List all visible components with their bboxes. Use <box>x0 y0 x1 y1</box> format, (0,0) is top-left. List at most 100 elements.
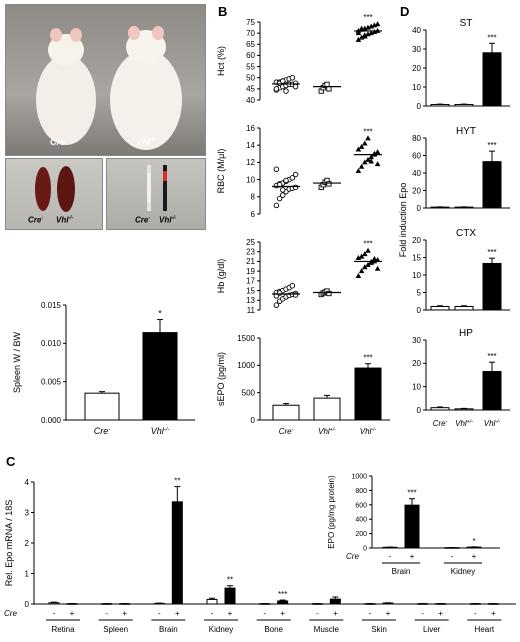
b3-xtick-label-1: Vhl+/- <box>318 427 336 436</box>
b1-point-0-0 <box>273 202 280 209</box>
b1-point-2-13 <box>374 161 381 167</box>
b0-ylabel: Hct (%) <box>216 46 226 76</box>
b2-point-1-4 <box>326 290 332 297</box>
c-xtick-label-3: Kidney <box>209 625 233 634</box>
ci-sign-1-1: + <box>472 552 477 561</box>
d3-ytick-label-1: 10 <box>412 382 421 391</box>
ci-ytick-label-4: 800 <box>355 488 367 495</box>
b1-ytick-label-5: 16 <box>246 124 255 133</box>
d3-title: HP <box>459 328 473 339</box>
c-sign-8-0: - <box>474 609 477 618</box>
blood-parameters-chart: 40 45 50 55 60 65 70 75 Hct (%) *** 6 8 10 12 14 16 RBC … <box>216 13 390 436</box>
b0-point-0-17 <box>283 88 289 94</box>
c-xtick-label-1: Spleen <box>103 625 128 634</box>
b0-ytick-label-5: 65 <box>246 40 255 49</box>
b0-ytick-label-7: 75 <box>246 18 255 27</box>
a-ytick-label-0: 0.000 <box>41 416 62 425</box>
a-bar-0 <box>84 392 120 421</box>
b1-point-0-12 <box>289 175 296 181</box>
d2-ytick-label-3: 15 <box>412 253 421 262</box>
b0-ytick-label-4: 60 <box>246 51 255 60</box>
mice-illustration <box>36 26 182 150</box>
b2-ytick-label-1: 13 <box>246 296 255 305</box>
d2-ytick-label-2: 10 <box>412 271 421 280</box>
bone-illustration <box>147 165 167 211</box>
d0-ytick-label-3: 30 <box>412 45 421 54</box>
b2-point-0-15 <box>276 290 283 296</box>
b1-point-2-7 <box>355 146 362 152</box>
c-ytick-label-1: 1 <box>25 569 30 578</box>
d-xtick-label-2: Vhl-/- <box>484 419 501 428</box>
d1-ytick-label-2: 40 <box>412 169 421 178</box>
c-sign-8-1: + <box>491 609 496 618</box>
b0-ytick-label-2: 50 <box>246 74 255 83</box>
b2-ylabel: Hb (g/dl) <box>216 259 226 294</box>
c-sign-0-1: + <box>70 609 75 618</box>
d3-ytick-label-2: 20 <box>412 359 421 368</box>
b1-point-2-9 <box>362 140 368 146</box>
b0-point-0-13 <box>292 83 299 90</box>
mice-right-label: Vhl-/- <box>136 137 156 147</box>
ci-ytick-label-5: 1000 <box>351 473 367 480</box>
ci-sig-1: * <box>472 537 475 546</box>
c-sign-3-1: + <box>228 609 233 618</box>
c-xtick-label-6: Skin <box>371 625 387 634</box>
d0-title: ST <box>460 18 473 29</box>
c-sign-1-1: + <box>122 609 127 618</box>
b1-point-0-14 <box>273 166 280 173</box>
b0-ytick-label-1: 45 <box>246 85 255 94</box>
b3-ytick-label-2: 1000 <box>237 361 255 370</box>
b2-point-2-13 <box>374 265 381 271</box>
b1-point-0-2 <box>280 192 286 198</box>
spleen-photo: Cre- Vhl-/- <box>5 158 103 230</box>
ci-xtick-label-1: Kidney <box>451 567 475 576</box>
spleen-left-label: Cre- <box>28 215 44 225</box>
d3-ytick-label-3: 30 <box>412 336 421 345</box>
c-sig-3: ** <box>227 576 233 585</box>
b1-point-1-4 <box>326 181 332 187</box>
c-xtick-label-7: Liver <box>423 625 441 634</box>
b0-point-0-16 <box>280 78 286 84</box>
b0-ytick-label-3: 55 <box>246 62 255 71</box>
c-sign-5-1: + <box>333 609 338 618</box>
b1-point-0-17 <box>283 177 289 184</box>
d3-bar-0 <box>430 407 450 411</box>
b1-point-2-0 <box>355 168 362 173</box>
b0-point-2-16 <box>362 33 368 39</box>
ci-bar-0-1 <box>404 504 420 549</box>
spleen-illustration <box>35 166 75 212</box>
d2-title: CTX <box>456 228 476 239</box>
d1-ytick-label-1: 20 <box>412 186 421 195</box>
b1-point-2-1 <box>358 163 365 169</box>
b2-point-2-3 <box>365 261 371 267</box>
b3-sig-2: *** <box>363 354 372 363</box>
c-sign-4-1: + <box>280 609 285 618</box>
d2-ytick-label-0: 0 <box>417 306 422 315</box>
b1-ytick-label-3: 12 <box>246 158 255 167</box>
b0-point-0-12 <box>289 74 296 81</box>
spleen-right-label: Vhl-/- <box>56 215 74 225</box>
c-xtick-label-0: Retina <box>51 625 75 634</box>
a-xtick-label-1: Vhl-/- <box>151 426 170 436</box>
d1-sig-2: *** <box>487 141 496 150</box>
b2-point-2-2 <box>362 264 368 270</box>
d3-bar-2 <box>482 371 502 411</box>
ci-ytick-label-2: 400 <box>355 517 367 524</box>
b2-point-2-0 <box>355 273 362 278</box>
c-sign-0-0: - <box>53 609 56 618</box>
d2-sig-2: *** <box>487 248 496 257</box>
c-xtick-label-4: Bone <box>264 625 283 634</box>
ci-row-label: Cre <box>346 552 359 561</box>
b1-point-2-11 <box>368 158 374 164</box>
b1-point-2-8 <box>358 143 365 149</box>
spleen-weight-chart: 0.000 0.005 0.010 0.015 Spleen W / BW Cre- * Vh… <box>12 301 195 436</box>
b1-ylabel: RBC (M/μl) <box>216 149 226 194</box>
d-xtick-label-0: Cre- <box>433 419 448 428</box>
b2-point-2-1 <box>358 268 365 274</box>
a-bar-1 <box>142 332 178 421</box>
a-ylabel: Spleen W / BW <box>12 331 22 393</box>
c-sign-4-0: - <box>263 609 266 618</box>
b1-point-2-6 <box>374 149 381 155</box>
b3-xtick-label-0: Cre- <box>279 427 294 436</box>
d0-bar-0 <box>430 103 450 107</box>
